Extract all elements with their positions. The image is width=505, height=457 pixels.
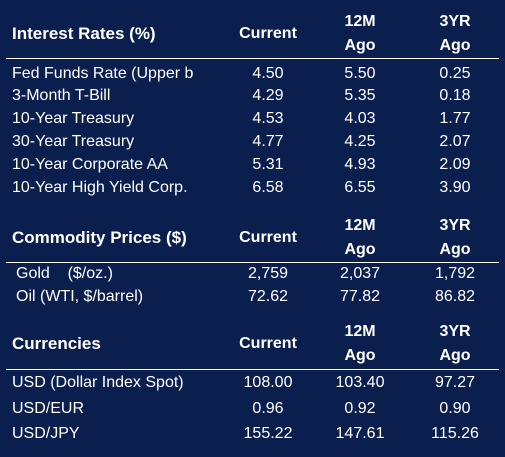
column-header-12m-ago: Ago (344, 347, 376, 364)
column-header-current: Current (239, 335, 297, 352)
value-current: 2,759 (247, 265, 289, 282)
column-header-current: Current (239, 25, 297, 42)
column-header-12m-ago: Ago (344, 241, 376, 258)
value-12m-ago: 5.50 (344, 65, 376, 82)
value-12m-ago: 2,037 (339, 265, 381, 282)
value-3yr-ago: 0.25 (439, 65, 471, 82)
row-label: 10-Year Corporate AA (12, 156, 168, 173)
value-3yr-ago: 2.07 (439, 133, 471, 150)
value-current: 4.53 (252, 110, 284, 127)
value-3yr-ago: 2.09 (439, 156, 471, 173)
column-header-3yr: 3YR (439, 217, 471, 234)
section-title-currencies: Currencies (12, 334, 101, 353)
value-current: 6.58 (252, 179, 284, 196)
row-label: USD/EUR (12, 400, 85, 417)
column-header-3yr: 3YR (439, 323, 471, 340)
row-label: 3-Month T-Bill (12, 87, 111, 104)
value-12m-ago: 6.55 (344, 179, 376, 196)
value-3yr-ago: 115.26 (431, 425, 479, 442)
section-title-commodity-prices: Commodity Prices ($) (12, 228, 187, 247)
value-3yr-ago: 0.18 (439, 87, 471, 104)
column-header-3yr-ago: Ago (439, 347, 471, 364)
column-header-current: Current (239, 229, 297, 246)
column-header-12m: 12M (344, 217, 376, 234)
divider (6, 58, 499, 59)
value-current: 72.62 (247, 288, 289, 305)
section-title-interest-rates: Interest Rates (%) (12, 24, 156, 43)
value-current: 155.22 (243, 425, 293, 442)
row-label: Fed Funds Rate (Upper b (12, 65, 194, 82)
value-12m-ago: 77.82 (339, 288, 381, 305)
value-3yr-ago: 86.82 (434, 288, 476, 305)
value-12m-ago: 103.40 (335, 374, 385, 391)
column-header-3yr: 3YR (439, 13, 471, 30)
row-label: USD/JPY (12, 425, 80, 442)
value-3yr-ago: 0.90 (439, 400, 471, 417)
row-label: 30-Year Treasury (12, 133, 135, 150)
row-label: 10-Year High Yield Corp. (12, 179, 188, 196)
value-12m-ago: 4.93 (344, 156, 376, 173)
value-3yr-ago: 3.90 (439, 179, 471, 196)
row-label: 10-Year Treasury (12, 110, 135, 127)
column-header-12m: 12M (344, 13, 376, 30)
value-12m-ago: 147.61 (335, 425, 385, 442)
value-current: 5.31 (252, 156, 284, 173)
row-label: Gold ($/oz.) (16, 265, 113, 282)
value-12m-ago: 4.03 (344, 110, 376, 127)
column-header-3yr-ago: Ago (439, 37, 471, 54)
column-header-12m: 12M (344, 323, 376, 340)
divider (6, 369, 499, 370)
value-12m-ago: 0.92 (344, 400, 376, 417)
value-3yr-ago: 1,792 (434, 265, 476, 282)
row-label: USD (Dollar Index Spot) (12, 374, 184, 391)
value-current: 4.29 (252, 87, 284, 104)
value-3yr-ago: 97.27 (434, 374, 476, 391)
value-12m-ago: 4.25 (344, 133, 376, 150)
value-current: 4.50 (252, 65, 284, 82)
value-current: 0.96 (252, 400, 284, 417)
value-12m-ago: 5.35 (344, 87, 376, 104)
column-header-12m-ago: Ago (344, 37, 376, 54)
column-header-3yr-ago: Ago (439, 241, 471, 258)
value-3yr-ago: 1.77 (439, 110, 471, 127)
divider (6, 262, 499, 263)
row-label: Oil (WTI, $/barrel) (16, 288, 144, 305)
value-current: 108.00 (243, 374, 293, 391)
value-current: 4.77 (252, 133, 284, 150)
